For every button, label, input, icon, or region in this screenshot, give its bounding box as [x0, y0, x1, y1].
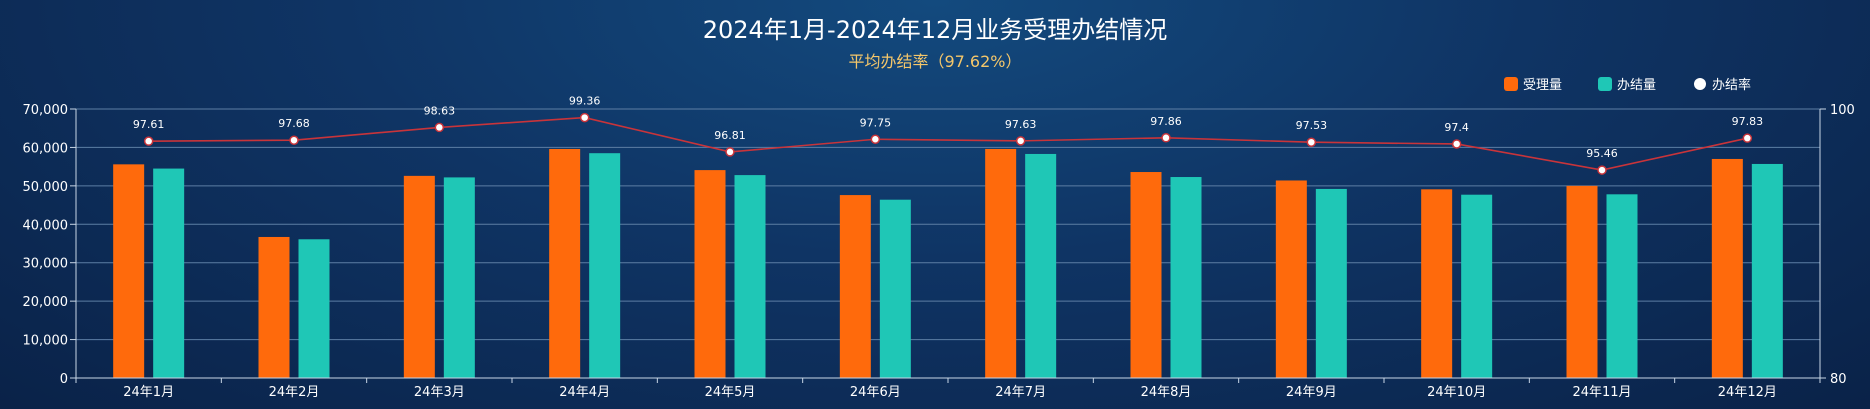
- bar-办结量-24年11月: [1606, 194, 1638, 378]
- x-tick-label: 24年3月: [414, 385, 465, 400]
- y-right-tick-label: 100: [1830, 103, 1855, 118]
- rate-data-label: 98.63: [424, 104, 456, 117]
- bar-受理量-24年8月: [1130, 172, 1162, 378]
- rate-data-label: 97.53: [1296, 119, 1328, 132]
- rate-point-24年7月: [1015, 136, 1026, 146]
- legend: 受理量 办结量 办结率: [1504, 77, 1751, 93]
- rate-point-24年1月: [143, 136, 154, 146]
- rate-point-24年11月: [1597, 165, 1607, 175]
- rate-data-label: 97.86: [1150, 115, 1182, 128]
- rate-line: 97.61 97.68 98.63 99.36 96.81 97.75 97.63 97.86…: [133, 95, 1764, 175]
- bar-办结量-24年3月: [443, 177, 475, 378]
- y-axis-left: 0 10,000 20,000 30,000 40,000 50,000 60,000 70,…: [23, 103, 77, 387]
- rate-data-label: 97.83: [1732, 115, 1764, 128]
- x-tick-label: 24年5月: [705, 385, 756, 400]
- bar-办结量-24年5月: [734, 175, 766, 378]
- chart-subtitle: 平均办结率（97.62%）: [848, 52, 1021, 71]
- rate-point-24年12月: [1742, 133, 1753, 143]
- rate-point-24年9月: [1306, 137, 1317, 147]
- rate-point-24年2月: [289, 135, 299, 145]
- rate-data-label: 97.61: [133, 118, 165, 131]
- bar-办结量-24年4月: [589, 153, 621, 378]
- bar-受理量-24年7月: [985, 148, 1017, 378]
- y-tick-label: 30,000: [23, 257, 69, 272]
- grid: [76, 108, 1820, 341]
- legend-label-办结量: 办结量: [1617, 78, 1656, 93]
- x-tick-label: 24年11月: [1572, 385, 1631, 400]
- y-tick-label: 0: [60, 372, 68, 387]
- rate-point-24年10月: [1451, 139, 1462, 149]
- rate-point-24年4月: [579, 112, 590, 123]
- y-tick-label: 20,000: [23, 295, 69, 310]
- bar-办结量-24年9月: [1315, 188, 1347, 378]
- bar-办结量-24年2月: [298, 239, 330, 378]
- chart-title: 2024年1月-2024年12月业务受理办结情况: [703, 16, 1168, 44]
- y-tick-label: 10,000: [23, 334, 69, 349]
- rate-data-label: 97.68: [278, 117, 310, 130]
- rate-data-label: 97.63: [1005, 118, 1037, 131]
- rate-point-24年3月: [434, 122, 445, 133]
- x-tick-label: 24年2月: [269, 385, 320, 400]
- y-axis-right: 80 100: [1819, 103, 1855, 387]
- rate-data-label: 97.75: [860, 116, 892, 129]
- bar-办结量-24年8月: [1170, 177, 1202, 378]
- bar-受理量-24年5月: [694, 170, 726, 378]
- x-tick-label: 24年10月: [1427, 385, 1486, 400]
- y-tick-label: 40,000: [23, 218, 69, 233]
- bar-办结量-24年7月: [1025, 153, 1057, 378]
- bars: [113, 148, 1783, 378]
- rate-point-24年5月: [725, 147, 735, 157]
- bar-受理量-24年12月: [1711, 158, 1743, 378]
- bar-受理量-24年10月: [1421, 189, 1453, 378]
- x-tick-label: 24年7月: [995, 385, 1046, 400]
- bar-受理量-24年6月: [839, 195, 871, 378]
- bar-受理量-24年1月: [113, 164, 145, 378]
- x-tick-label: 24年1月: [123, 385, 174, 400]
- rate-data-label: 96.81: [714, 129, 746, 142]
- bar-受理量-24年2月: [258, 236, 290, 378]
- legend-swatch-受理量: [1504, 77, 1518, 91]
- rate-data-label: 95.46: [1586, 147, 1618, 160]
- x-axis: 24年1月 24年2月 24年3月 24年4月 24年5月 24年6月 24年7月 24年8月…: [75, 377, 1821, 400]
- bar-办结量-24年1月: [153, 168, 185, 378]
- rate-data-label: 97.4: [1444, 121, 1469, 134]
- y-right-tick-label: 80: [1830, 372, 1847, 387]
- legend-swatch-办结率: [1694, 78, 1706, 90]
- y-tick-label: 50,000: [23, 180, 69, 195]
- legend-label-受理量: 受理量: [1523, 78, 1562, 93]
- x-tick-label: 24年12月: [1718, 385, 1777, 400]
- bar-办结量-24年12月: [1751, 163, 1783, 378]
- rate-polyline: [148, 116, 1748, 171]
- rate-point-24年8月: [1161, 133, 1171, 143]
- legend-label-办结率: 办结率: [1712, 77, 1751, 93]
- x-tick-label: 24年6月: [850, 385, 901, 400]
- x-tick-label: 24年4月: [559, 385, 610, 400]
- legend-swatch-办结量: [1598, 77, 1612, 91]
- bar-受理量-24年9月: [1275, 180, 1307, 378]
- bar-受理量-24年11月: [1566, 185, 1598, 378]
- bar-办结量-24年6月: [879, 199, 911, 378]
- bar-办结量-24年10月: [1461, 194, 1493, 378]
- rate-data-label: 99.36: [569, 95, 601, 108]
- y-tick-label: 60,000: [23, 141, 69, 156]
- y-tick-label: 70,000: [23, 103, 69, 118]
- bar-受理量-24年4月: [549, 148, 581, 378]
- bar-受理量-24年3月: [403, 175, 435, 378]
- rate-point-24年6月: [870, 134, 881, 145]
- x-tick-label: 24年8月: [1141, 385, 1192, 400]
- x-tick-label: 24年9月: [1286, 385, 1337, 400]
